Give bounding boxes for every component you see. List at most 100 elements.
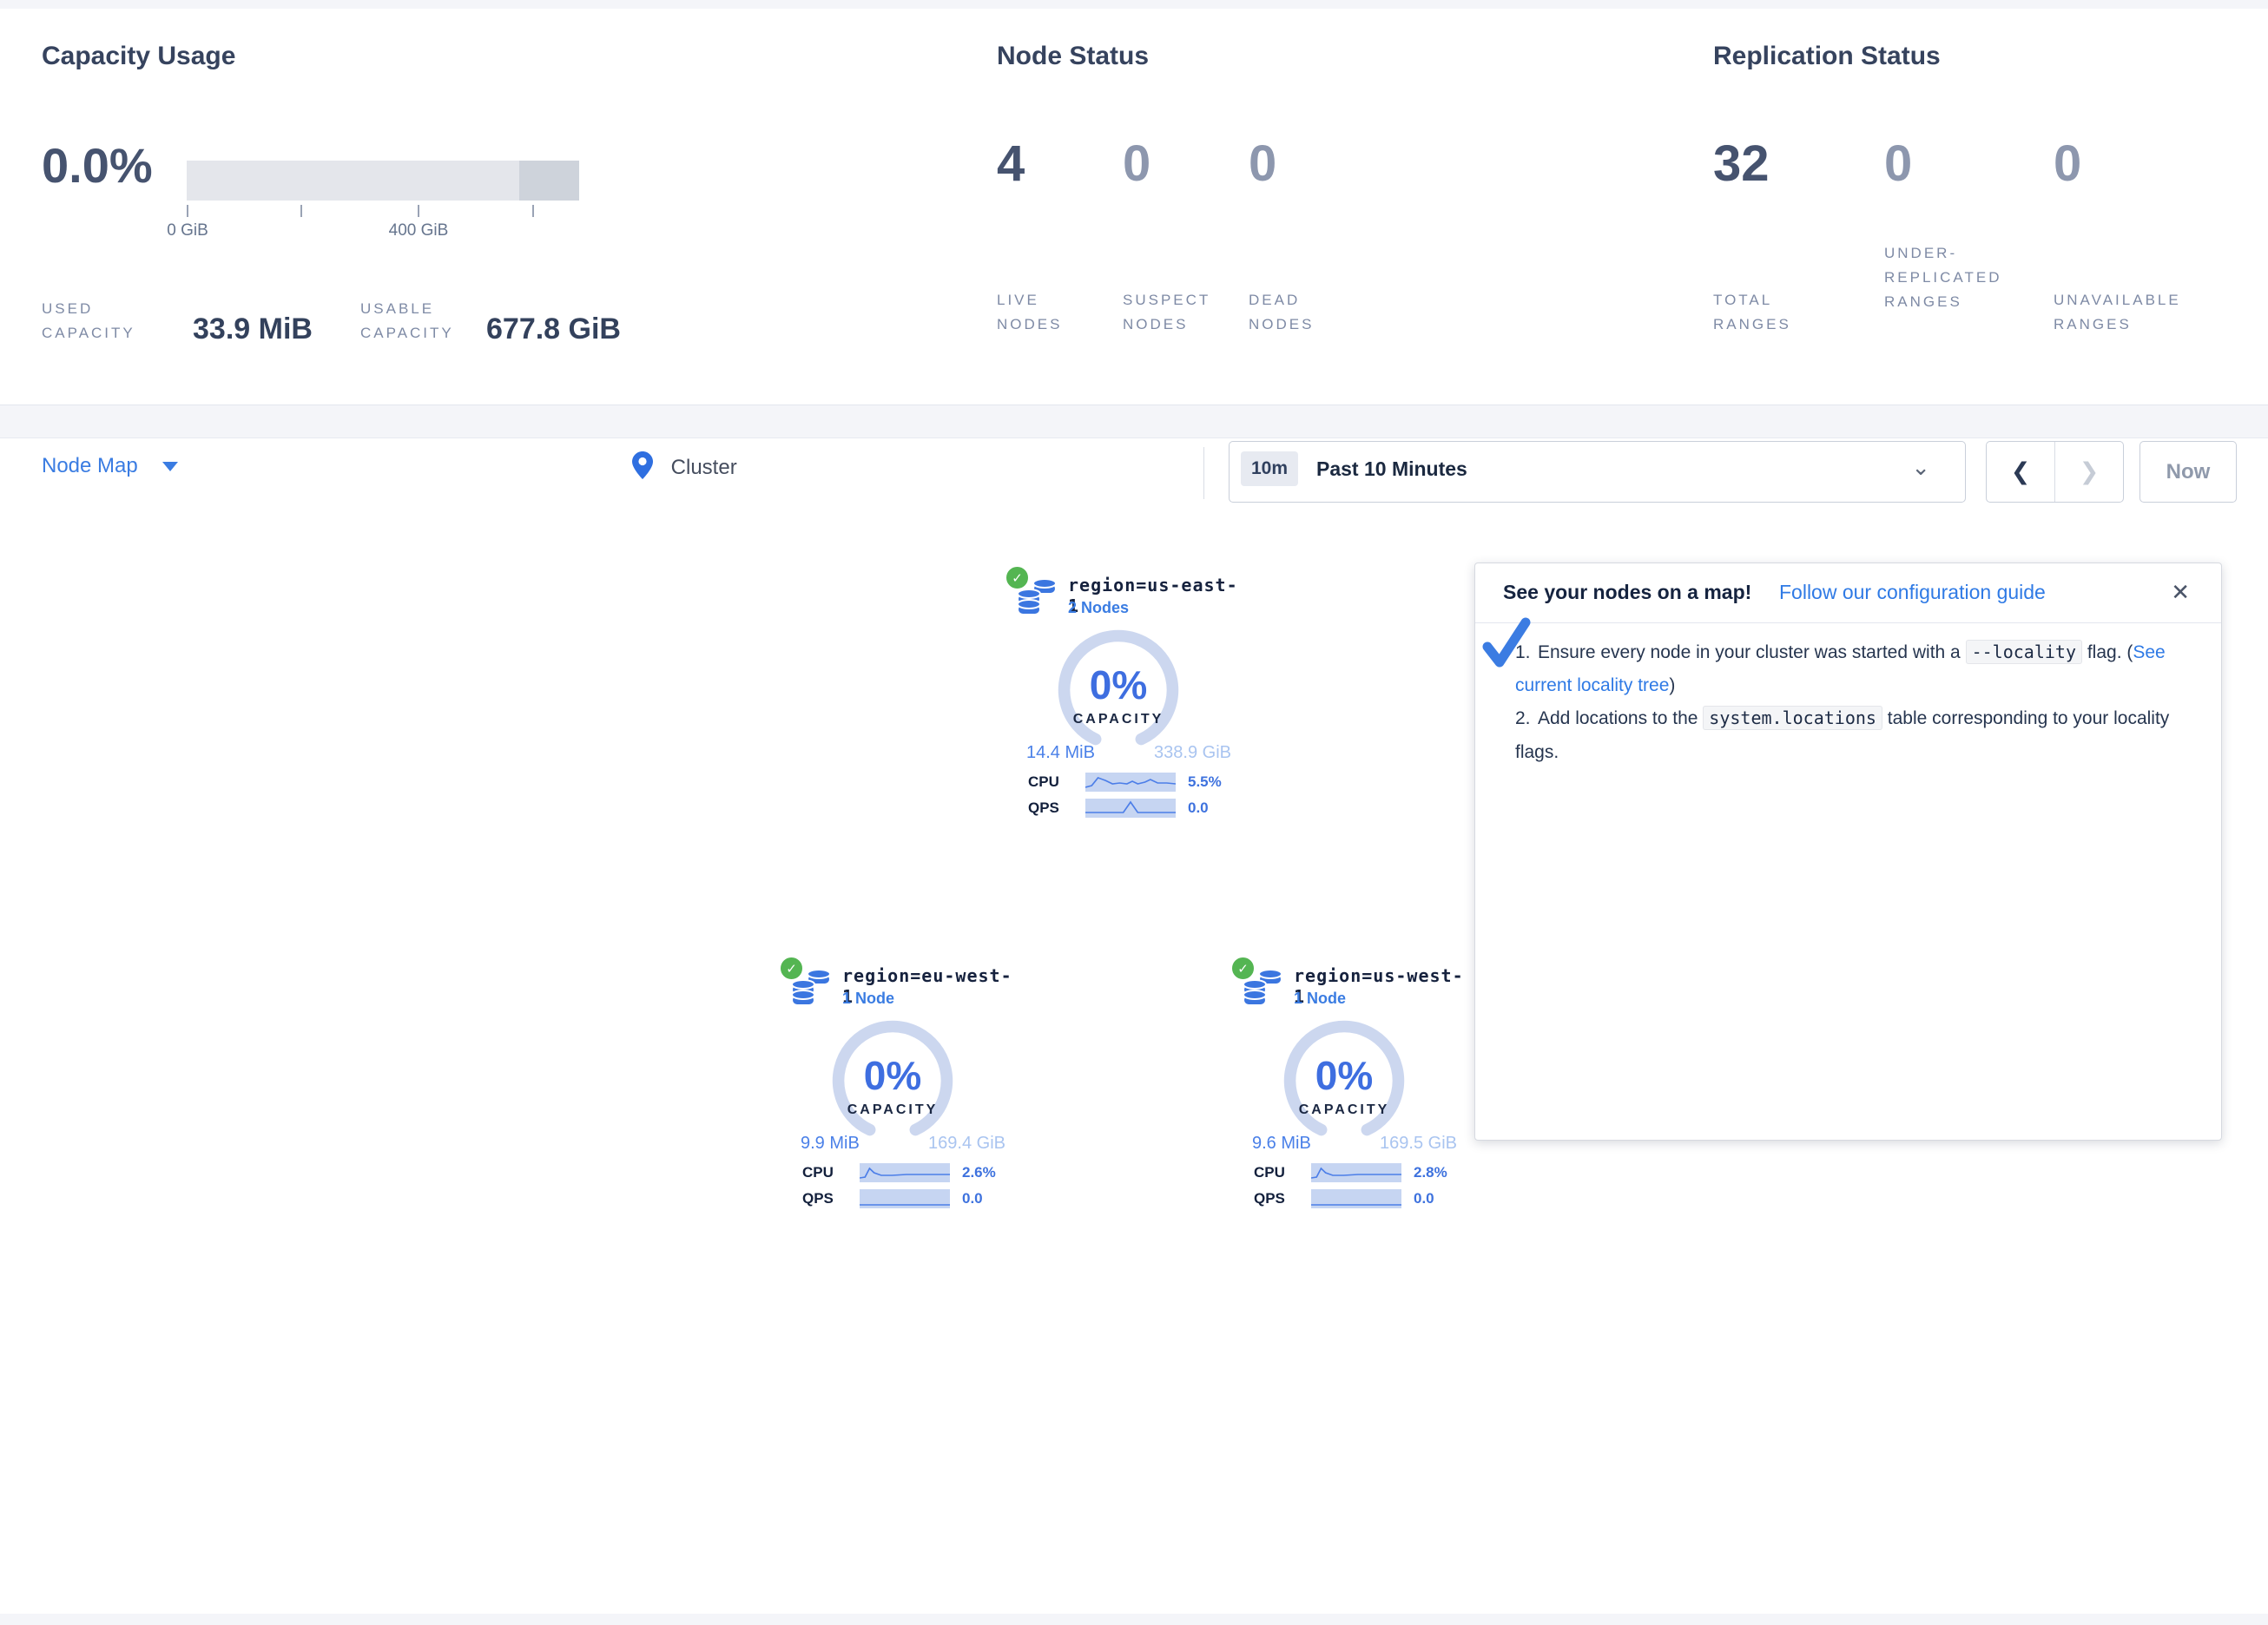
step-1-text: Ensure every node in your cluster was st… <box>1538 642 1966 662</box>
healthy-check-icon: ✓ <box>778 955 805 982</box>
capacity-gauge: 0% CAPACITY <box>810 1019 975 1149</box>
total-capacity: 169.4 GiB <box>928 1134 1005 1153</box>
step-1-mid: flag. ( <box>2082 642 2133 662</box>
cpu-sparkline <box>1085 773 1177 792</box>
chevron-right-icon: ❯ <box>2079 458 2100 484</box>
database-stack-icon <box>1243 969 1282 1006</box>
used-capacity-label: USED CAPACITY <box>42 300 135 342</box>
step-2-post: table corresponding to your locality fla… <box>1515 708 2170 762</box>
qps-value: 0.0 <box>1414 1190 1434 1207</box>
step-1-number: 1. <box>1515 642 1531 662</box>
time-range-selector[interactable]: 10m Past 10 Minutes ⌄ <box>1229 441 1966 503</box>
check-glyph: ✓ <box>1012 570 1023 586</box>
usable-capacity-value: 677.8 GiB <box>486 312 621 345</box>
capacity-usage-title: Capacity Usage <box>42 42 236 70</box>
capacity-bar-tail <box>519 161 579 201</box>
time-range-label: Past 10 Minutes <box>1316 457 1467 480</box>
qps-sparkline <box>1311 1189 1401 1208</box>
dead-nodes-label: DEAD NODES <box>1249 292 1315 333</box>
time-pager: ❮ ❯ <box>1986 441 2124 503</box>
total-capacity: 169.5 GiB <box>1380 1134 1457 1153</box>
breadcrumb-cluster[interactable]: Cluster <box>632 451 737 485</box>
cpu-value: 2.6% <box>962 1164 996 1181</box>
healthy-check-icon: ✓ <box>1230 955 1256 982</box>
capacity-bar <box>187 161 579 201</box>
check-glyph: ✓ <box>786 961 797 977</box>
database-stack-icon <box>791 969 830 1006</box>
capacity-label: CAPACITY <box>847 1102 939 1117</box>
capacity-percent: 0% <box>1089 662 1148 707</box>
cpu-value: 5.5% <box>1188 773 1222 790</box>
locality-tree-link[interactable]: See current locality tree <box>1515 642 2166 696</box>
qps-label: QPS <box>1028 799 1059 816</box>
capacity-label: CAPACITY <box>1298 1102 1390 1117</box>
dead-nodes-value: 0 <box>1249 135 1277 192</box>
replication-status-title: Replication Status <box>1713 42 1941 70</box>
now-button[interactable]: Now <box>2139 441 2237 503</box>
popup-steps: 1. Ensure every node in your cluster was … <box>1515 636 2197 769</box>
capacity-percent: 0% <box>1315 1053 1374 1098</box>
popup-header: See your nodes on a map! Follow our conf… <box>1475 563 2221 623</box>
locality-flag-code: --locality <box>1965 640 2082 664</box>
cpu-label: CPU <box>802 1164 834 1181</box>
axis-tick <box>532 205 534 217</box>
popup-title: See your nodes on a map! <box>1503 581 1752 603</box>
cpu-value: 2.8% <box>1414 1164 1447 1181</box>
qps-value: 0.0 <box>962 1190 983 1207</box>
usable-capacity-label: USABLE CAPACITY <box>360 300 454 342</box>
nodes-link[interactable]: 2 Nodes <box>1068 599 1130 616</box>
toolbar-divider <box>1203 447 1204 499</box>
suspect-nodes-label: SUSPECT NODES <box>1123 292 1211 333</box>
now-button-label: Now <box>2166 459 2211 484</box>
nodes-link[interactable]: 1 Node <box>842 990 895 1007</box>
map-pin-icon <box>632 451 653 485</box>
live-nodes-label: LIVE NODES <box>997 292 1063 333</box>
breadcrumb-label: Cluster <box>670 456 737 479</box>
step-2: 2. Add locations to the system.locations … <box>1515 702 2197 768</box>
under-replicated-label: UNDER- REPLICATED RANGES <box>1884 245 2002 311</box>
qps-row: QPS 0.0 <box>1028 799 1231 818</box>
total-ranges-label: TOTAL RANGES <box>1713 292 1791 333</box>
nodes-on-map-popup: See your nodes on a map! Follow our conf… <box>1474 562 2222 1141</box>
node-status-title: Node Status <box>997 42 1150 70</box>
cpu-label: CPU <box>1254 1164 1285 1181</box>
view-selector-label: Node Map <box>42 454 138 477</box>
qps-value: 0.0 <box>1188 799 1209 816</box>
configuration-guide-link[interactable]: Follow our configuration guide <box>1779 581 2046 603</box>
database-stack-icon <box>1017 578 1056 615</box>
time-prev-button[interactable]: ❮ <box>1987 442 2055 502</box>
unavailable-ranges-label: UNAVAILABLE RANGES <box>2054 292 2181 333</box>
cpu-row: CPU 2.6% <box>802 1163 1005 1182</box>
cpu-sparkline <box>859 1163 950 1182</box>
axis-tick-label: 400 GiB <box>388 221 449 240</box>
qps-sparkline <box>860 1189 950 1208</box>
unavailable-ranges-value: 0 <box>2054 135 2082 192</box>
cpu-row: CPU 2.8% <box>1254 1163 1457 1182</box>
used-capacity: 9.6 MiB <box>1252 1134 1311 1153</box>
qps-row: QPS 0.0 <box>1254 1189 1457 1208</box>
qps-label: QPS <box>802 1190 834 1207</box>
axis-tick <box>187 205 188 217</box>
summary-panel: Capacity Usage 0.0% 0 GiB 400 GiB USED C… <box>0 9 2268 405</box>
step-1: 1. Ensure every node in your cluster was … <box>1515 636 2197 702</box>
axis-tick <box>300 205 302 217</box>
locality-title: region=us-east-1 <box>1068 575 1238 616</box>
time-next-button[interactable]: ❯ <box>2055 442 2123 502</box>
time-range-badge: 10m <box>1241 451 1299 486</box>
system-locations-code: system.locations <box>1703 706 1882 731</box>
capacity-percent: 0.0% <box>42 138 153 193</box>
qps-sparkline <box>1085 799 1176 818</box>
cpu-label: CPU <box>1028 773 1059 790</box>
total-capacity: 338.9 GiB <box>1154 743 1231 762</box>
qps-row: QPS 0.0 <box>802 1189 1005 1208</box>
total-ranges-value: 32 <box>1713 135 1770 192</box>
cpu-row: CPU 5.5% <box>1028 773 1231 792</box>
view-selector-node-map[interactable]: Node Map <box>42 454 178 478</box>
caret-down-icon <box>162 462 178 472</box>
nodes-link[interactable]: 1 Node <box>1294 990 1347 1007</box>
under-replicated-value: 0 <box>1884 135 1913 192</box>
close-icon[interactable]: ✕ <box>2171 579 2190 605</box>
axis-tick-label: 0 GiB <box>167 221 208 240</box>
suspect-nodes-value: 0 <box>1123 135 1151 192</box>
